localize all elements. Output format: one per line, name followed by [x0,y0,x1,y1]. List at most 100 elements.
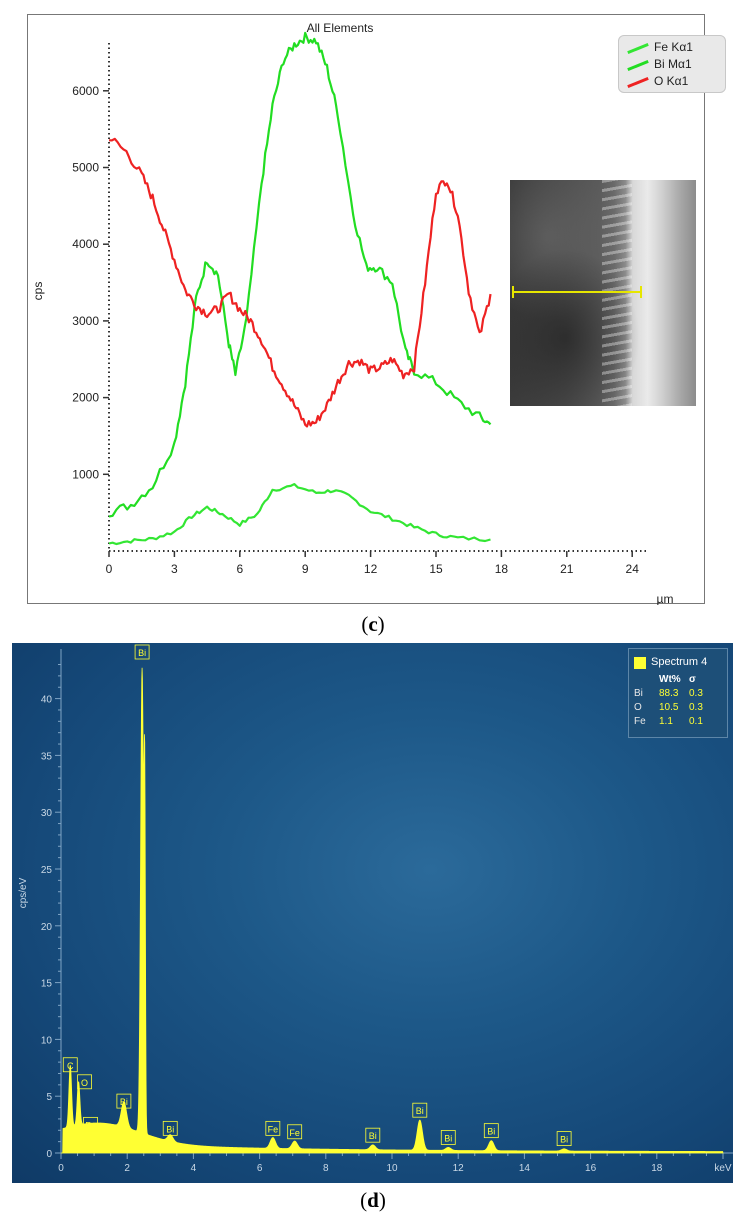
eds-spectrum-panel: 0 5 10 15 20 25 30 35 40 0 2 4 6 8 10 12 14 16 18 cps/eV keV… [12,643,733,1183]
y-tick-label: 10 [41,1035,53,1046]
composition-wt: 1.1 [659,716,673,727]
y-tick-label: 4000 [72,237,99,251]
line-scan-legend: Fe Kα1 Bi Mα1 O Kα1 [618,35,726,93]
x-tick-label: 6 [236,562,243,576]
spectrum-name: Spectrum 4 [651,656,708,668]
peak-label-box [134,644,150,660]
composition-wt: 88.3 [659,688,679,699]
peak-label-box [440,1130,456,1145]
y-tick-label: 0 [46,1149,52,1160]
composition-sigma: 0.3 [689,702,703,713]
composition-row-o: O 10.5 0.3 [634,701,719,715]
line-scan-panel: All Elements 1000 2000 3000 4000 5000 6000 0 3 6 9… [27,14,726,605]
peak-label: Bi [483,1123,499,1139]
peak-label: Bi [134,644,150,660]
y-tick-label: 6000 [72,84,99,98]
peak-label-text: Bi [444,1133,452,1143]
sem-inset-image [510,180,696,406]
caption-d-letter: d [367,1188,379,1212]
composition-element: O [634,702,642,713]
legend-label-bi: Bi Mα1 [654,57,692,71]
y-tick-label: 1000 [72,467,99,481]
x-tick-label: 3 [171,562,178,576]
y-tick-label: 5 [46,1092,52,1103]
x-tick-label: 24 [626,562,640,576]
peak-label-text: Fe [85,1120,96,1130]
line-scan-chart: All Elements 1000 2000 3000 4000 5000 6000 0 3 6 9… [31,21,674,605]
composition-sigma: 0.3 [689,688,703,699]
peak-label-text: Bi [166,1124,174,1134]
legend-swatch-o [627,76,649,89]
y-tick-label: 20 [41,922,53,933]
peak-label: Bi [440,1130,456,1145]
x-axis-label: µm [657,592,674,605]
peak-label-text: Bi [138,648,146,658]
chart-title: All Elements [307,21,374,35]
o-line [108,137,492,428]
peak-label-box [287,1124,303,1140]
peak-label-box [412,1102,428,1118]
peak-label: Bi [556,1131,572,1146]
y-tick-label: 3000 [72,314,99,328]
peak-label: Bi [365,1127,381,1143]
peak-label-text: Fe [289,1128,300,1138]
peak-label-text: O [81,1078,88,1088]
peak-label-box [116,1093,132,1109]
peak-label: Fe [287,1124,303,1140]
bi-line [108,31,492,518]
peak-label-text: C [67,1061,74,1071]
sem-scan-line [512,291,642,293]
peak-label-box [365,1127,381,1143]
composition-sigma: 0.1 [689,716,703,727]
legend-swatch-fe [627,42,649,55]
composition-header-wt: Wt% [659,674,681,685]
peak-label-box [265,1120,281,1136]
spectrum-area [61,667,724,1154]
x-tick-label: 10 [386,1163,398,1174]
composition-table: Wt% σ Bi 88.3 0.3 O 10.5 0.3 Fe 1.1 0.1 [634,673,719,729]
peak-label: O [77,1074,92,1090]
x-tick-label: 18 [495,562,509,576]
legend-swatch-bi [627,59,649,72]
x-tick-label: 21 [560,562,574,576]
y-tick-label: 5000 [72,161,99,175]
composition-row-fe: Fe 1.1 0.1 [634,715,719,729]
x-tick-label: 15 [429,562,443,576]
sem-interface-texture [602,180,632,406]
x-tick-label: 0 [58,1163,64,1174]
x-tick-label: 12 [453,1163,465,1174]
y-tick-label: 25 [41,865,53,876]
composition-header-row: Wt% σ [634,673,719,687]
peak-label: Bi [116,1093,132,1109]
y-axis-label: cps [31,282,45,301]
peak-label-text: Bi [487,1127,495,1137]
composition-wt: 10.5 [659,702,679,713]
peak-label: Fe [265,1120,281,1136]
peak-label-text: Bi [416,1106,424,1116]
composition-row-bi: Bi 88.3 0.3 [634,687,719,701]
peak-label-text: Bi [369,1131,377,1141]
y-axis-label: cps/eV [18,877,29,908]
composition-element: Fe [634,716,646,727]
sem-scan-start [512,286,514,298]
y-tick-label: 35 [41,751,53,762]
composition-header-element [634,673,659,687]
peak-label: Fe [83,1116,98,1132]
x-tick-label: 0 [106,562,113,576]
sem-scan-end [640,286,642,298]
x-tick-label: 18 [651,1163,663,1174]
y-tick-label: 2000 [72,391,99,405]
peak-label-text: Bi [120,1097,128,1107]
spectrum-swatch [634,657,646,669]
peak-label: C [62,1057,78,1073]
caption-c-letter: c [368,612,378,636]
peak-label-box [62,1057,78,1073]
x-tick-label: 14 [519,1163,531,1174]
y-tick-label: 30 [41,808,53,819]
caption-c: (c) [361,612,385,636]
peak-label-text: Bi [560,1135,568,1145]
peak-label-box [83,1116,98,1132]
y-tick-label: 40 [41,695,53,706]
legend-label-o: O Kα1 [654,74,689,88]
fe-line [108,483,491,546]
